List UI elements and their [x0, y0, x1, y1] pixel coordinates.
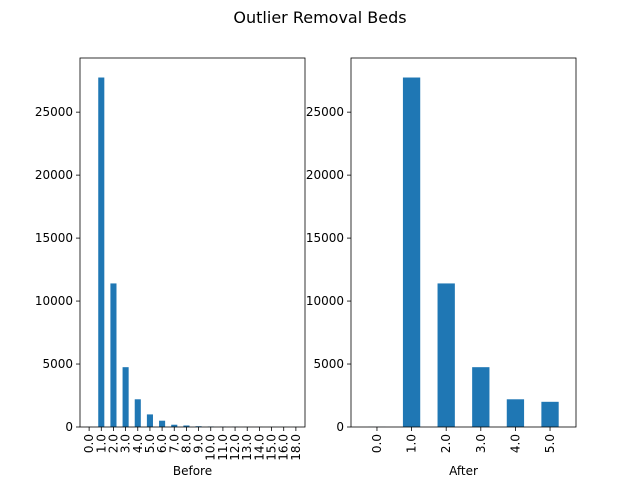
- x-tick-label: 7.0: [167, 434, 181, 453]
- y-tick-label: 0: [65, 420, 73, 434]
- bar-8.0: [183, 425, 190, 427]
- x-tick-label: 16.0: [277, 434, 291, 461]
- bar-1.0: [98, 77, 105, 428]
- bar-7.0: [171, 424, 178, 427]
- x-tick-label: 12.0: [228, 434, 242, 461]
- bar-4.0: [506, 399, 525, 427]
- bar-3.0: [122, 367, 129, 427]
- x-tick-label: 4.0: [508, 434, 522, 453]
- x-tick-label: 1.0: [405, 434, 419, 453]
- x-tick-label: 10.0: [204, 434, 218, 461]
- y-tick-label: 25000: [35, 105, 73, 119]
- bar-5.0: [541, 401, 559, 427]
- bar-3.0: [472, 367, 490, 427]
- x-tick-label: 1.0: [94, 434, 108, 453]
- x-tick-label: 5.0: [543, 434, 557, 453]
- x-tick-label: 11.0: [216, 434, 230, 461]
- y-tick-label: 10000: [306, 294, 344, 308]
- y-tick-label: 25000: [306, 105, 344, 119]
- x-tick-label: 15.0: [265, 434, 279, 461]
- x-tick-label: 13.0: [240, 434, 254, 461]
- x-tick-label: 0.0: [370, 434, 384, 453]
- x-axis-label: After: [449, 464, 478, 478]
- y-tick-label: 20000: [306, 168, 344, 182]
- y-tick-label: 15000: [35, 231, 73, 245]
- bar-5.0: [146, 414, 153, 427]
- axes-frame: [79, 57, 306, 428]
- chart-panel-after: 0 5000 10000 15000 20000 25000 0.0 1.0 2.0 3.0 4.0…: [306, 57, 577, 478]
- x-tick-label: 5.0: [143, 434, 157, 453]
- x-axis-label: Before: [173, 464, 212, 478]
- x-tick-label: 9.0: [192, 434, 206, 453]
- x-tick-label: 2.0: [106, 434, 120, 453]
- y-tick-label: 0: [336, 420, 344, 434]
- y-tick-label: 15000: [306, 231, 344, 245]
- bar-1.0: [402, 77, 421, 428]
- bar-2.0: [437, 283, 455, 427]
- x-tick-label: 3.0: [119, 434, 133, 453]
- bar-4.0: [134, 399, 141, 427]
- bar-6.0: [159, 420, 166, 427]
- x-tick-label: 2.0: [439, 434, 453, 453]
- x-tick-label: 3.0: [474, 434, 488, 453]
- y-tick-label: 5000: [42, 357, 73, 371]
- chart-panel-before: 0 5000 10000 15000 20000 25000 0.01.02.03.04.0…: [35, 57, 306, 478]
- bar-2.0: [110, 283, 117, 427]
- y-tick-label: 5000: [313, 357, 344, 371]
- y-tick-label: 20000: [35, 168, 73, 182]
- x-tick-label: 14.0: [252, 434, 266, 461]
- y-tick-label: 10000: [35, 294, 73, 308]
- x-tick-label: 0.0: [82, 434, 96, 453]
- x-tick-label: 4.0: [131, 434, 145, 453]
- x-tick-label: 8.0: [179, 434, 193, 453]
- x-tick-label: 6.0: [155, 434, 169, 453]
- x-tick-label: 18.0: [289, 434, 303, 461]
- figure-title: Outlier Removal Beds: [233, 8, 407, 27]
- axes-frame: [350, 57, 577, 428]
